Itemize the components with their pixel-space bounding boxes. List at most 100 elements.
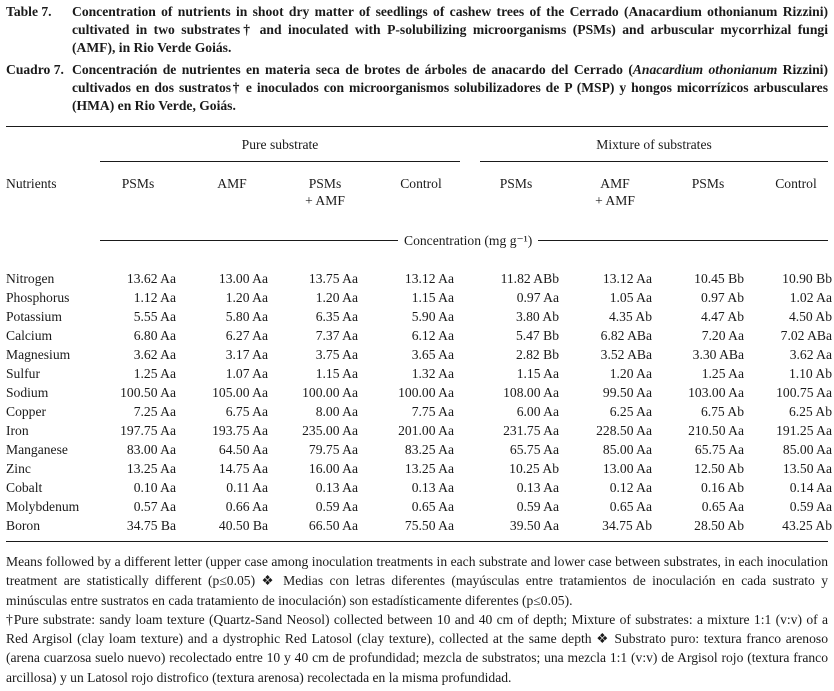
table-cell: 0.66 Aa bbox=[225, 499, 268, 514]
table-cell: 79.75 Aa bbox=[308, 442, 358, 457]
table-cell: 6.75 Ab bbox=[700, 404, 744, 419]
table-cell: 0.57 Aa bbox=[133, 499, 176, 514]
column-header: Control bbox=[400, 176, 442, 191]
group-rule-pure bbox=[100, 161, 460, 162]
table-cell: 100.50 Aa bbox=[120, 385, 176, 400]
footnotes: Means followed by a different letter (up… bbox=[6, 552, 828, 687]
table-cell: 3.30 ABa bbox=[692, 347, 744, 362]
column-header: PSMs bbox=[499, 176, 533, 191]
table-cell: 100.75 Aa bbox=[776, 385, 832, 400]
table-cell: 7.25 Aa bbox=[133, 404, 176, 419]
table-cell: 6.25 Aa bbox=[609, 404, 652, 419]
caption-spanish-text: Concentración de nutrientes en materia s… bbox=[72, 61, 828, 115]
table-cell: 6.35 Aa bbox=[315, 309, 358, 324]
table-cell: 6.80 Aa bbox=[133, 328, 176, 343]
table-cell: 64.50 Aa bbox=[218, 442, 268, 457]
table-cell: 1.12 Aa bbox=[133, 290, 176, 305]
table-cell: 0.14 Aa bbox=[789, 480, 832, 495]
row-nutrient-name: Potassium bbox=[6, 309, 62, 324]
table-cell: 0.59 Aa bbox=[315, 499, 358, 514]
column-header: PSMs bbox=[691, 176, 725, 191]
row-nutrient-name: Zinc bbox=[6, 461, 31, 476]
table-cell: 2.82 Bb bbox=[515, 347, 559, 362]
table-cell: 65.75 Aa bbox=[509, 442, 559, 457]
table-cell: 1.25 Aa bbox=[133, 366, 176, 381]
table-cell: 40.50 Ba bbox=[218, 518, 268, 533]
table-cell: 201.00 Aa bbox=[398, 423, 454, 438]
table-cell: 7.75 Aa bbox=[411, 404, 454, 419]
table-cell: 0.65 Aa bbox=[701, 499, 744, 514]
table-cell: 3.62 Aa bbox=[789, 347, 832, 362]
table-cell: 0.97 Ab bbox=[700, 290, 744, 305]
table-cell: 0.13 Aa bbox=[516, 480, 559, 495]
table-cell: 1.20 Aa bbox=[225, 290, 268, 305]
table-cell: 0.12 Aa bbox=[609, 480, 652, 495]
table-cell: 11.82 ABb bbox=[500, 271, 559, 286]
table-cell: 105.00 Aa bbox=[212, 385, 268, 400]
table-cell: 43.25 Ab bbox=[782, 518, 832, 533]
table-cell: 6.12 Aa bbox=[411, 328, 454, 343]
table-cell: 99.50 Aa bbox=[602, 385, 652, 400]
table-cell: 7.37 Aa bbox=[315, 328, 358, 343]
table-cell: 1.25 Aa bbox=[701, 366, 744, 381]
table-cell: 1.10 Ab bbox=[788, 366, 832, 381]
caption-spanish-label: Cuadro 7. bbox=[6, 62, 64, 77]
table-cell: 28.50 Ab bbox=[694, 518, 744, 533]
table-cell: 0.59 Aa bbox=[516, 499, 559, 514]
table-cell: 39.50 Aa bbox=[509, 518, 559, 533]
table-cell: 108.00 Aa bbox=[503, 385, 559, 400]
column-header: Control bbox=[775, 176, 817, 191]
table-cell: 1.15 Aa bbox=[411, 290, 454, 305]
table-cell: 13.00 Aa bbox=[602, 461, 652, 476]
table-cell: 3.17 Aa bbox=[225, 347, 268, 362]
nutrients-column-header: Nutrients bbox=[6, 176, 57, 191]
row-nutrient-name: Magnesium bbox=[6, 347, 71, 362]
caption-spanish-text-b: Rizzini) cultivados en dos sustratos† e … bbox=[72, 62, 828, 113]
row-nutrient-name: Boron bbox=[6, 518, 40, 533]
table-cell: 210.50 Aa bbox=[688, 423, 744, 438]
table-cell: 4.35 Ab bbox=[608, 309, 652, 324]
table-cell: 1.20 Aa bbox=[609, 366, 652, 381]
row-nutrient-name: Iron bbox=[6, 423, 29, 438]
table-cell: 3.62 Aa bbox=[133, 347, 176, 362]
table-cell: 5.80 Aa bbox=[225, 309, 268, 324]
table-cell: 13.75 Aa bbox=[308, 271, 358, 286]
table-cell: 6.27 Aa bbox=[225, 328, 268, 343]
table-cell: 34.75 Ba bbox=[126, 518, 176, 533]
table-cell: 10.90 Bb bbox=[782, 271, 832, 286]
table-cell: 231.75 Aa bbox=[503, 423, 559, 438]
table-cell: 14.75 Aa bbox=[218, 461, 268, 476]
table-cell: 85.00 Aa bbox=[782, 442, 832, 457]
table-cell: 7.02 ABa bbox=[780, 328, 832, 343]
table-cell: 10.25 Ab bbox=[509, 461, 559, 476]
table-bottom-rule bbox=[6, 541, 828, 542]
table-cell: 0.16 Ab bbox=[700, 480, 744, 495]
table-cell: 0.65 Aa bbox=[609, 499, 652, 514]
table-cell: 191.25 Aa bbox=[776, 423, 832, 438]
group-rule-mixture bbox=[480, 161, 828, 162]
table-cell: 4.47 Ab bbox=[700, 309, 744, 324]
table-cell: 85.00 Aa bbox=[602, 442, 652, 457]
table-cell: 8.00 Aa bbox=[315, 404, 358, 419]
table-cell: 13.62 Aa bbox=[126, 271, 176, 286]
table-cell: 103.00 Aa bbox=[688, 385, 744, 400]
table-cell: 228.50 Aa bbox=[596, 423, 652, 438]
column-header: PSMs + AMF bbox=[305, 176, 345, 208]
table-cell: 6.00 Aa bbox=[516, 404, 559, 419]
table-cell: 65.75 Aa bbox=[694, 442, 744, 457]
footnote-substrate: †Pure substrate: sandy loam texture (Qua… bbox=[6, 611, 828, 685]
table-cell: 13.12 Aa bbox=[404, 271, 454, 286]
table-cell: 34.75 Ab bbox=[602, 518, 652, 533]
row-nutrient-name: Molybdenum bbox=[6, 499, 80, 514]
table-cell: 83.00 Aa bbox=[126, 442, 176, 457]
table-cell: 5.55 Aa bbox=[133, 309, 176, 324]
table-cell: 13.00 Aa bbox=[218, 271, 268, 286]
column-header: AMF + AMF bbox=[595, 176, 635, 208]
row-nutrient-name: Copper bbox=[6, 404, 47, 419]
row-nutrient-name: Sulfur bbox=[6, 366, 40, 381]
table-cell: 3.80 Ab bbox=[515, 309, 559, 324]
caption-english-text: Concentration of nutrients in shoot dry … bbox=[72, 4, 828, 55]
table-cell: 7.20 Aa bbox=[701, 328, 744, 343]
column-header: PSMs bbox=[121, 176, 155, 191]
